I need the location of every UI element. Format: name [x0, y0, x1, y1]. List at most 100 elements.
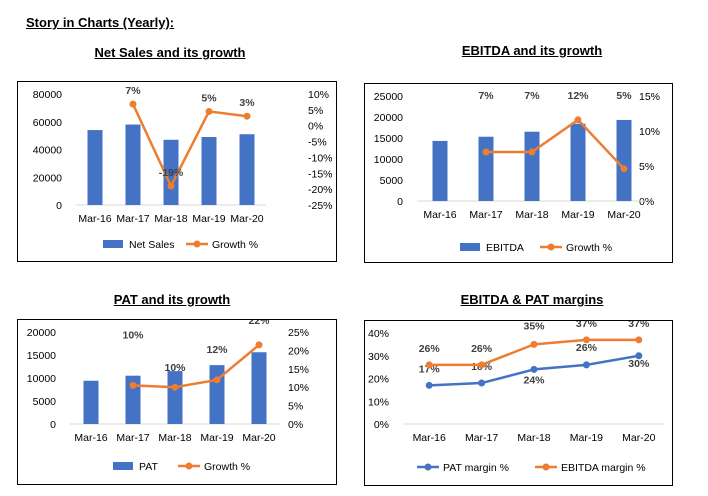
data-label: 26%	[576, 342, 598, 354]
data-label: 17%	[419, 363, 441, 375]
line-point	[213, 376, 221, 384]
y2-tick-label: -15%	[308, 168, 333, 180]
line-point	[478, 361, 486, 369]
y-tick-label: 10000	[374, 154, 403, 166]
data-label: 7%	[524, 90, 540, 102]
chart-panel-margins: 0% 10% 20% 30% 40% Mar-16 Mar-17 Mar-18 Mar-19 Ma…	[364, 320, 673, 486]
line-point	[582, 361, 590, 369]
data-label: 7%	[125, 85, 141, 97]
y2-tick-label: 10%	[288, 382, 309, 394]
y-tick-label: 20%	[368, 374, 389, 386]
y-tick-label: 10000	[27, 373, 56, 385]
y-tick-label: 0%	[374, 419, 389, 431]
bar	[251, 352, 267, 424]
data-label: -19%	[159, 167, 184, 179]
chart-title-ebitda: EBITDA and its growth	[461, 43, 603, 58]
y2-tick-label: -20%	[308, 184, 333, 196]
legend-swatch-point	[424, 463, 432, 471]
data-label: 10%	[122, 329, 144, 341]
y-tick-label: 5000	[380, 175, 404, 187]
x-tick-label: Mar-16	[413, 432, 446, 444]
line-point	[530, 365, 538, 373]
legend-swatch	[103, 240, 123, 248]
bar	[125, 375, 141, 424]
line-point	[620, 165, 628, 173]
x-tick-label: Mar-17	[469, 209, 502, 221]
chart-title-margins: EBITDA & PAT margins	[460, 292, 604, 307]
bar	[524, 131, 540, 201]
x-tick-label: Mar-20	[607, 209, 640, 221]
data-label: 7%	[478, 90, 494, 102]
y-tick-label: 10%	[368, 396, 389, 408]
series-line	[131, 103, 248, 188]
x-tick-label: Mar-18	[515, 209, 548, 221]
legend-label: Growth %	[212, 239, 258, 251]
y2-tick-label: 10%	[639, 126, 660, 138]
legend-label: PAT margin %	[443, 462, 509, 474]
x-tick-label: Mar-20	[242, 432, 275, 444]
line-point	[582, 336, 590, 344]
bar	[167, 371, 183, 424]
y2-tick-label: 5%	[288, 401, 303, 413]
y2-tick-label: 20%	[288, 345, 309, 357]
y2-tick-label: 0%	[288, 419, 303, 431]
data-label: 12%	[567, 90, 589, 102]
y-tick-label: 40000	[33, 145, 62, 157]
bar	[163, 139, 179, 205]
y-tick-label: 40%	[368, 328, 389, 340]
legend-swatch-point	[547, 243, 555, 251]
legend-swatch-point	[185, 462, 193, 470]
line-point	[425, 361, 433, 369]
x-tick-label: Mar-18	[154, 213, 187, 225]
page-heading: Story in Charts (Yearly):	[26, 15, 175, 30]
bar	[239, 134, 255, 205]
data-label: 37%	[628, 321, 650, 330]
x-tick-label: Mar-16	[423, 209, 456, 221]
x-tick-label: Mar-16	[74, 432, 107, 444]
data-label: 12%	[206, 344, 228, 356]
y-tick-label: 0	[50, 419, 56, 431]
y2-tick-label: 0%	[639, 196, 654, 208]
x-tick-label: Mar-20	[230, 213, 263, 225]
x-tick-label: Mar-19	[570, 432, 603, 444]
chart-panel-net-sales: 0 20000 40000 60000 80000 -25% -20% -15% -10% -5%…	[17, 81, 337, 262]
data-label: 26%	[471, 343, 493, 355]
x-tick-label: Mar-17	[116, 432, 149, 444]
line-point	[482, 148, 490, 156]
line-point	[255, 341, 263, 349]
line-point	[167, 182, 175, 190]
y-tick-label: 25000	[374, 91, 403, 103]
y-tick-label: 20000	[33, 172, 62, 184]
y2-tick-label: 5%	[639, 161, 654, 173]
legend-label: EBITDA	[486, 242, 524, 254]
data-label: 3%	[239, 97, 255, 109]
bar	[478, 136, 494, 201]
pat-chart: 0 5000 10000 15000 20000 0% 5% 10% 15% 20% 25% Mar-…	[27, 320, 309, 473]
legend-label: Growth %	[204, 461, 250, 473]
bar	[83, 380, 99, 424]
x-tick-label: Mar-19	[561, 209, 594, 221]
y2-tick-label: 0%	[308, 121, 323, 133]
bar	[432, 140, 448, 201]
net-sales-chart: 0 20000 40000 60000 80000 -25% -20% -15% -10% -5%…	[33, 85, 333, 251]
y2-tick-label: 5%	[308, 105, 323, 117]
line-point	[530, 340, 538, 348]
data-label: 5%	[201, 92, 217, 104]
x-tick-label: Mar-20	[622, 432, 655, 444]
x-tick-label: Mar-18	[517, 432, 550, 444]
line-point	[129, 100, 137, 108]
y-tick-label: 80000	[33, 89, 62, 101]
y2-tick-label: 15%	[288, 364, 309, 376]
data-label: 30%	[628, 358, 650, 370]
x-tick-label: Mar-19	[200, 432, 233, 444]
y-tick-label: 30%	[368, 351, 389, 363]
x-tick-label: Mar-17	[465, 432, 498, 444]
y-tick-label: 15000	[27, 350, 56, 362]
y2-tick-label: -5%	[308, 137, 327, 149]
y-tick-label: 5000	[33, 396, 57, 408]
legend-label: Net Sales	[129, 239, 175, 251]
line-point	[243, 112, 251, 120]
data-label: 5%	[616, 90, 632, 102]
y2-tick-label: 10%	[308, 89, 329, 101]
line-point	[425, 381, 433, 389]
